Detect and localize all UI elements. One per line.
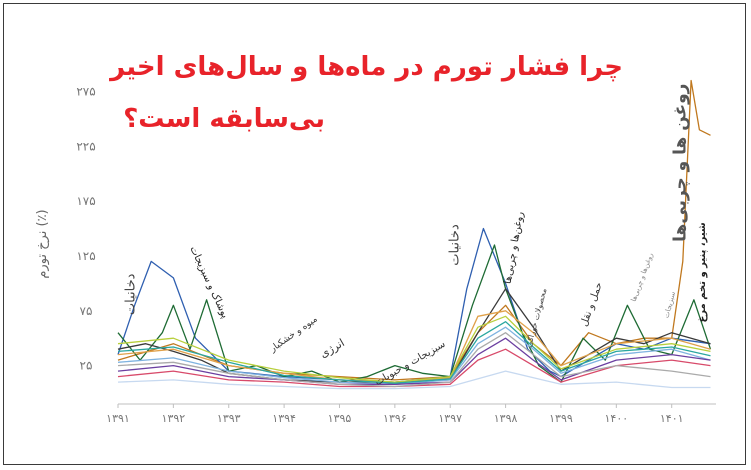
annotation-label: روغن‌ها و چربی‌ها	[630, 252, 655, 303]
x-tick-label: ۱۴۰۱	[660, 412, 684, 425]
annotation-label: شیر، پنیر و تخم مرغ	[697, 222, 708, 322]
series-line-11	[117, 332, 711, 388]
x-tick-label: ۱۳۹۵	[328, 412, 352, 425]
x-tick-label: ۱۳۹۴	[272, 412, 296, 425]
annotation-label: روغن‌ها و چربی‌ها	[502, 211, 526, 285]
series-line-8	[117, 337, 711, 385]
y-tick-label: ۲۲۵	[76, 139, 95, 153]
y-tick-label: ۷۵	[80, 304, 93, 318]
annotation-label: روغن ها و چربی‌ها	[671, 84, 691, 242]
series-line-9	[117, 348, 711, 388]
annotation-label: حمل و نقل	[579, 281, 605, 328]
chart-title-line-1: چرا فشار تورم در ماه‌ها و سال‌های اخیر	[110, 52, 623, 82]
annotation-label: دخانیات	[124, 273, 139, 315]
series-line-7	[117, 315, 711, 383]
y-tick-label: ۱۲۵	[76, 249, 95, 263]
x-tick-label: ۱۳۹۱	[106, 412, 130, 425]
x-tick-label: ۱۳۹۹	[549, 412, 573, 425]
annotation-label: دخانیات	[448, 224, 463, 266]
y-tick-layer: ۲۵ ۷۵ ۱۲۵ ۱۷۵ ۲۲۵ ۲۷۵	[76, 84, 95, 372]
annotation-label: میوه و خشکبار	[268, 314, 320, 355]
series-line-4	[117, 288, 711, 383]
y-tick-label: ۲۵	[80, 359, 93, 373]
series-line-2	[117, 227, 711, 383]
y-tick-label: ۲۷۵	[76, 84, 95, 98]
x-tick-label: ۱۳۹۳	[217, 412, 241, 425]
x-tick-label: ۱۳۹۶	[383, 412, 407, 425]
series-line-5	[117, 310, 711, 383]
x-tick-label: ۱۳۹۸	[494, 412, 518, 425]
series-layer	[117, 79, 712, 390]
series-line-6	[117, 326, 711, 385]
series-line-10	[117, 321, 711, 384]
series-line-12	[117, 370, 711, 390]
series-line-3	[117, 244, 712, 383]
annotation-label: محصولات خوراکی	[524, 287, 548, 348]
y-tick-label: ۱۷۵	[76, 194, 95, 208]
x-tick-label: ۱۳۹۷	[438, 412, 462, 425]
chart-title-line-2: بی‌سابقه است؟	[123, 104, 325, 134]
y-axis-label: نرخ تورم (٪)	[35, 209, 50, 278]
x-tick-label: ۱۳۹۲	[162, 412, 186, 425]
x-tick-layer: ۱۳۹۱ ۱۳۹۲ ۱۳۹۳ ۱۳۹۴ ۱۳۹۵ ۱۳۹۶ ۱۳۹۷ ۱۳۹۸ ۱۳۹۹ ۱۴۰۰…	[106, 404, 684, 425]
chart-frame: دخانیات پوشاک و سبزیجات میوه و خشکبار انرژی…	[3, 3, 746, 465]
x-tick-label: ۱۴۰۰	[605, 412, 629, 425]
annotation-label: انرژی	[318, 336, 347, 360]
